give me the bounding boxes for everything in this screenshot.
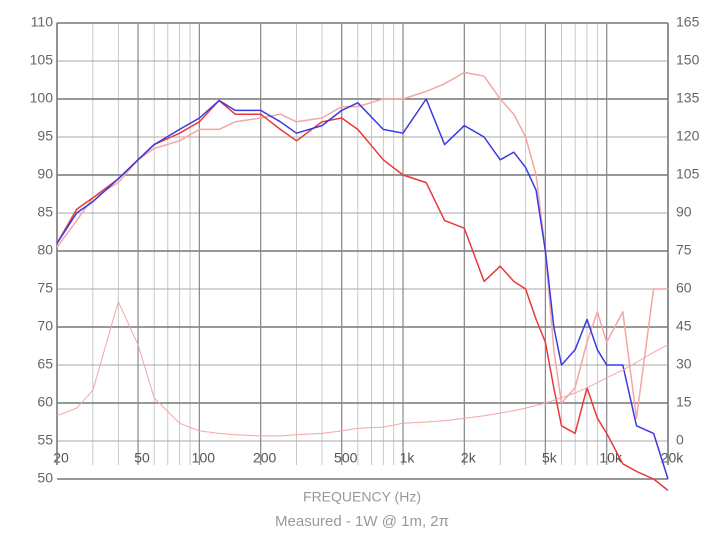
y-tick-label: 100 bbox=[30, 90, 54, 106]
y2-tick-label: 120 bbox=[676, 128, 700, 144]
x-tick-label: 500 bbox=[334, 450, 358, 466]
y-tick-label: 65 bbox=[37, 356, 53, 372]
x-axis-label: FREQUENCY (Hz) bbox=[303, 489, 421, 505]
subtitle: Measured - 1W @ 1m, 2π bbox=[275, 513, 449, 530]
y2-tick-label: 165 bbox=[676, 14, 700, 30]
y-tick-label: 75 bbox=[37, 280, 53, 296]
y-tick-label: 55 bbox=[37, 432, 53, 448]
y2-tick-label: 0 bbox=[676, 432, 684, 448]
x-tick-label: 1k bbox=[400, 450, 416, 466]
x-tick-label: 20k bbox=[661, 450, 685, 466]
x-tick-label: 200 bbox=[253, 450, 277, 466]
y2-tick-label: 105 bbox=[676, 166, 700, 182]
y2-tick-label: 75 bbox=[676, 242, 692, 258]
y-tick-label: 60 bbox=[37, 394, 53, 410]
series-line bbox=[56, 99, 669, 491]
y-tick-label: 110 bbox=[31, 14, 54, 30]
series-line bbox=[56, 71, 668, 419]
x-tick-label: 100 bbox=[192, 450, 216, 466]
y-tick-label: 85 bbox=[37, 204, 53, 220]
y2-tick-label: 45 bbox=[676, 318, 692, 334]
x-tick-label: 2k bbox=[461, 450, 477, 466]
y2-tick-label: 30 bbox=[676, 356, 692, 372]
x-tick-label: 5k bbox=[542, 450, 558, 466]
series-line bbox=[56, 98, 669, 480]
y2-tick-label: 90 bbox=[676, 204, 692, 220]
x-tick-label: 20 bbox=[53, 450, 69, 466]
y-tick-label: 70 bbox=[37, 318, 53, 334]
series-line bbox=[56, 301, 669, 437]
y-tick-label: 50 bbox=[37, 470, 53, 486]
y2-tick-label: 15 bbox=[676, 394, 692, 410]
y-tick-label: 95 bbox=[37, 128, 53, 144]
y-tick-label: 80 bbox=[37, 242, 53, 258]
y-tick-label: 105 bbox=[30, 52, 54, 68]
y2-tick-label: 135 bbox=[676, 90, 700, 106]
y2-tick-label: 60 bbox=[676, 280, 692, 296]
y2-tick-label: 150 bbox=[676, 52, 700, 68]
y-tick-label: 90 bbox=[37, 166, 53, 182]
x-tick-label: 50 bbox=[134, 450, 150, 466]
